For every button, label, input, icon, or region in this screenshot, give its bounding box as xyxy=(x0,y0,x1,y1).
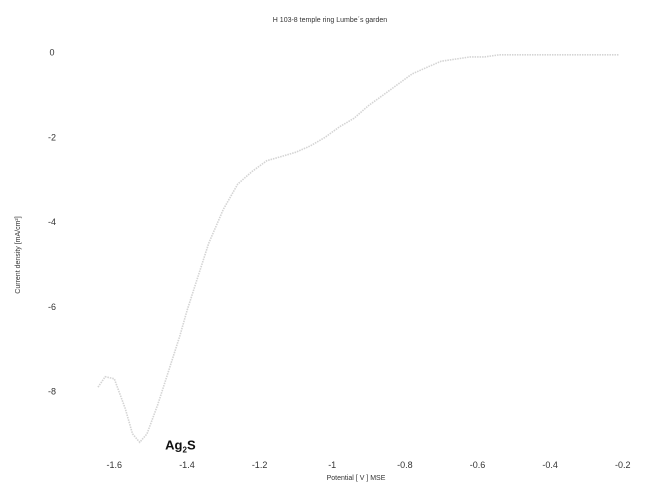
x-tick-label: -1 xyxy=(328,460,336,470)
y-axis-label: Current density [mA/cm²] xyxy=(15,216,22,293)
x-axis-label: Potential [ V ] MSE xyxy=(327,475,386,482)
x-tick-label: -0.8 xyxy=(397,460,413,470)
x-tick-labels: -1.6 -1.4 -1.2 -1 -0.8 -0.6 -0.4 -0.2 xyxy=(107,460,631,470)
y-tick-label: 0 xyxy=(49,48,54,58)
series-line xyxy=(97,53,620,444)
x-tick-label: -1.4 xyxy=(179,460,195,470)
x-tick-label: -1.2 xyxy=(252,460,268,470)
y-tick-labels: 0 -2 -4 -6 -8 xyxy=(48,48,56,397)
y-tick-label: -2 xyxy=(48,132,56,142)
y-tick-label: -8 xyxy=(48,386,56,396)
x-tick-label: -1.6 xyxy=(107,460,123,470)
annotation-ag2s: Ag2S xyxy=(165,437,196,454)
x-tick-label: -0.6 xyxy=(470,460,486,470)
series-group xyxy=(97,53,620,444)
chart-title: H 103-8 temple ring Lumbe´s garden xyxy=(273,17,388,24)
x-tick-label: -0.4 xyxy=(542,460,558,470)
y-tick-label: -6 xyxy=(48,302,56,312)
y-tick-label: -4 xyxy=(48,217,56,227)
x-tick-label: -0.2 xyxy=(615,460,631,470)
